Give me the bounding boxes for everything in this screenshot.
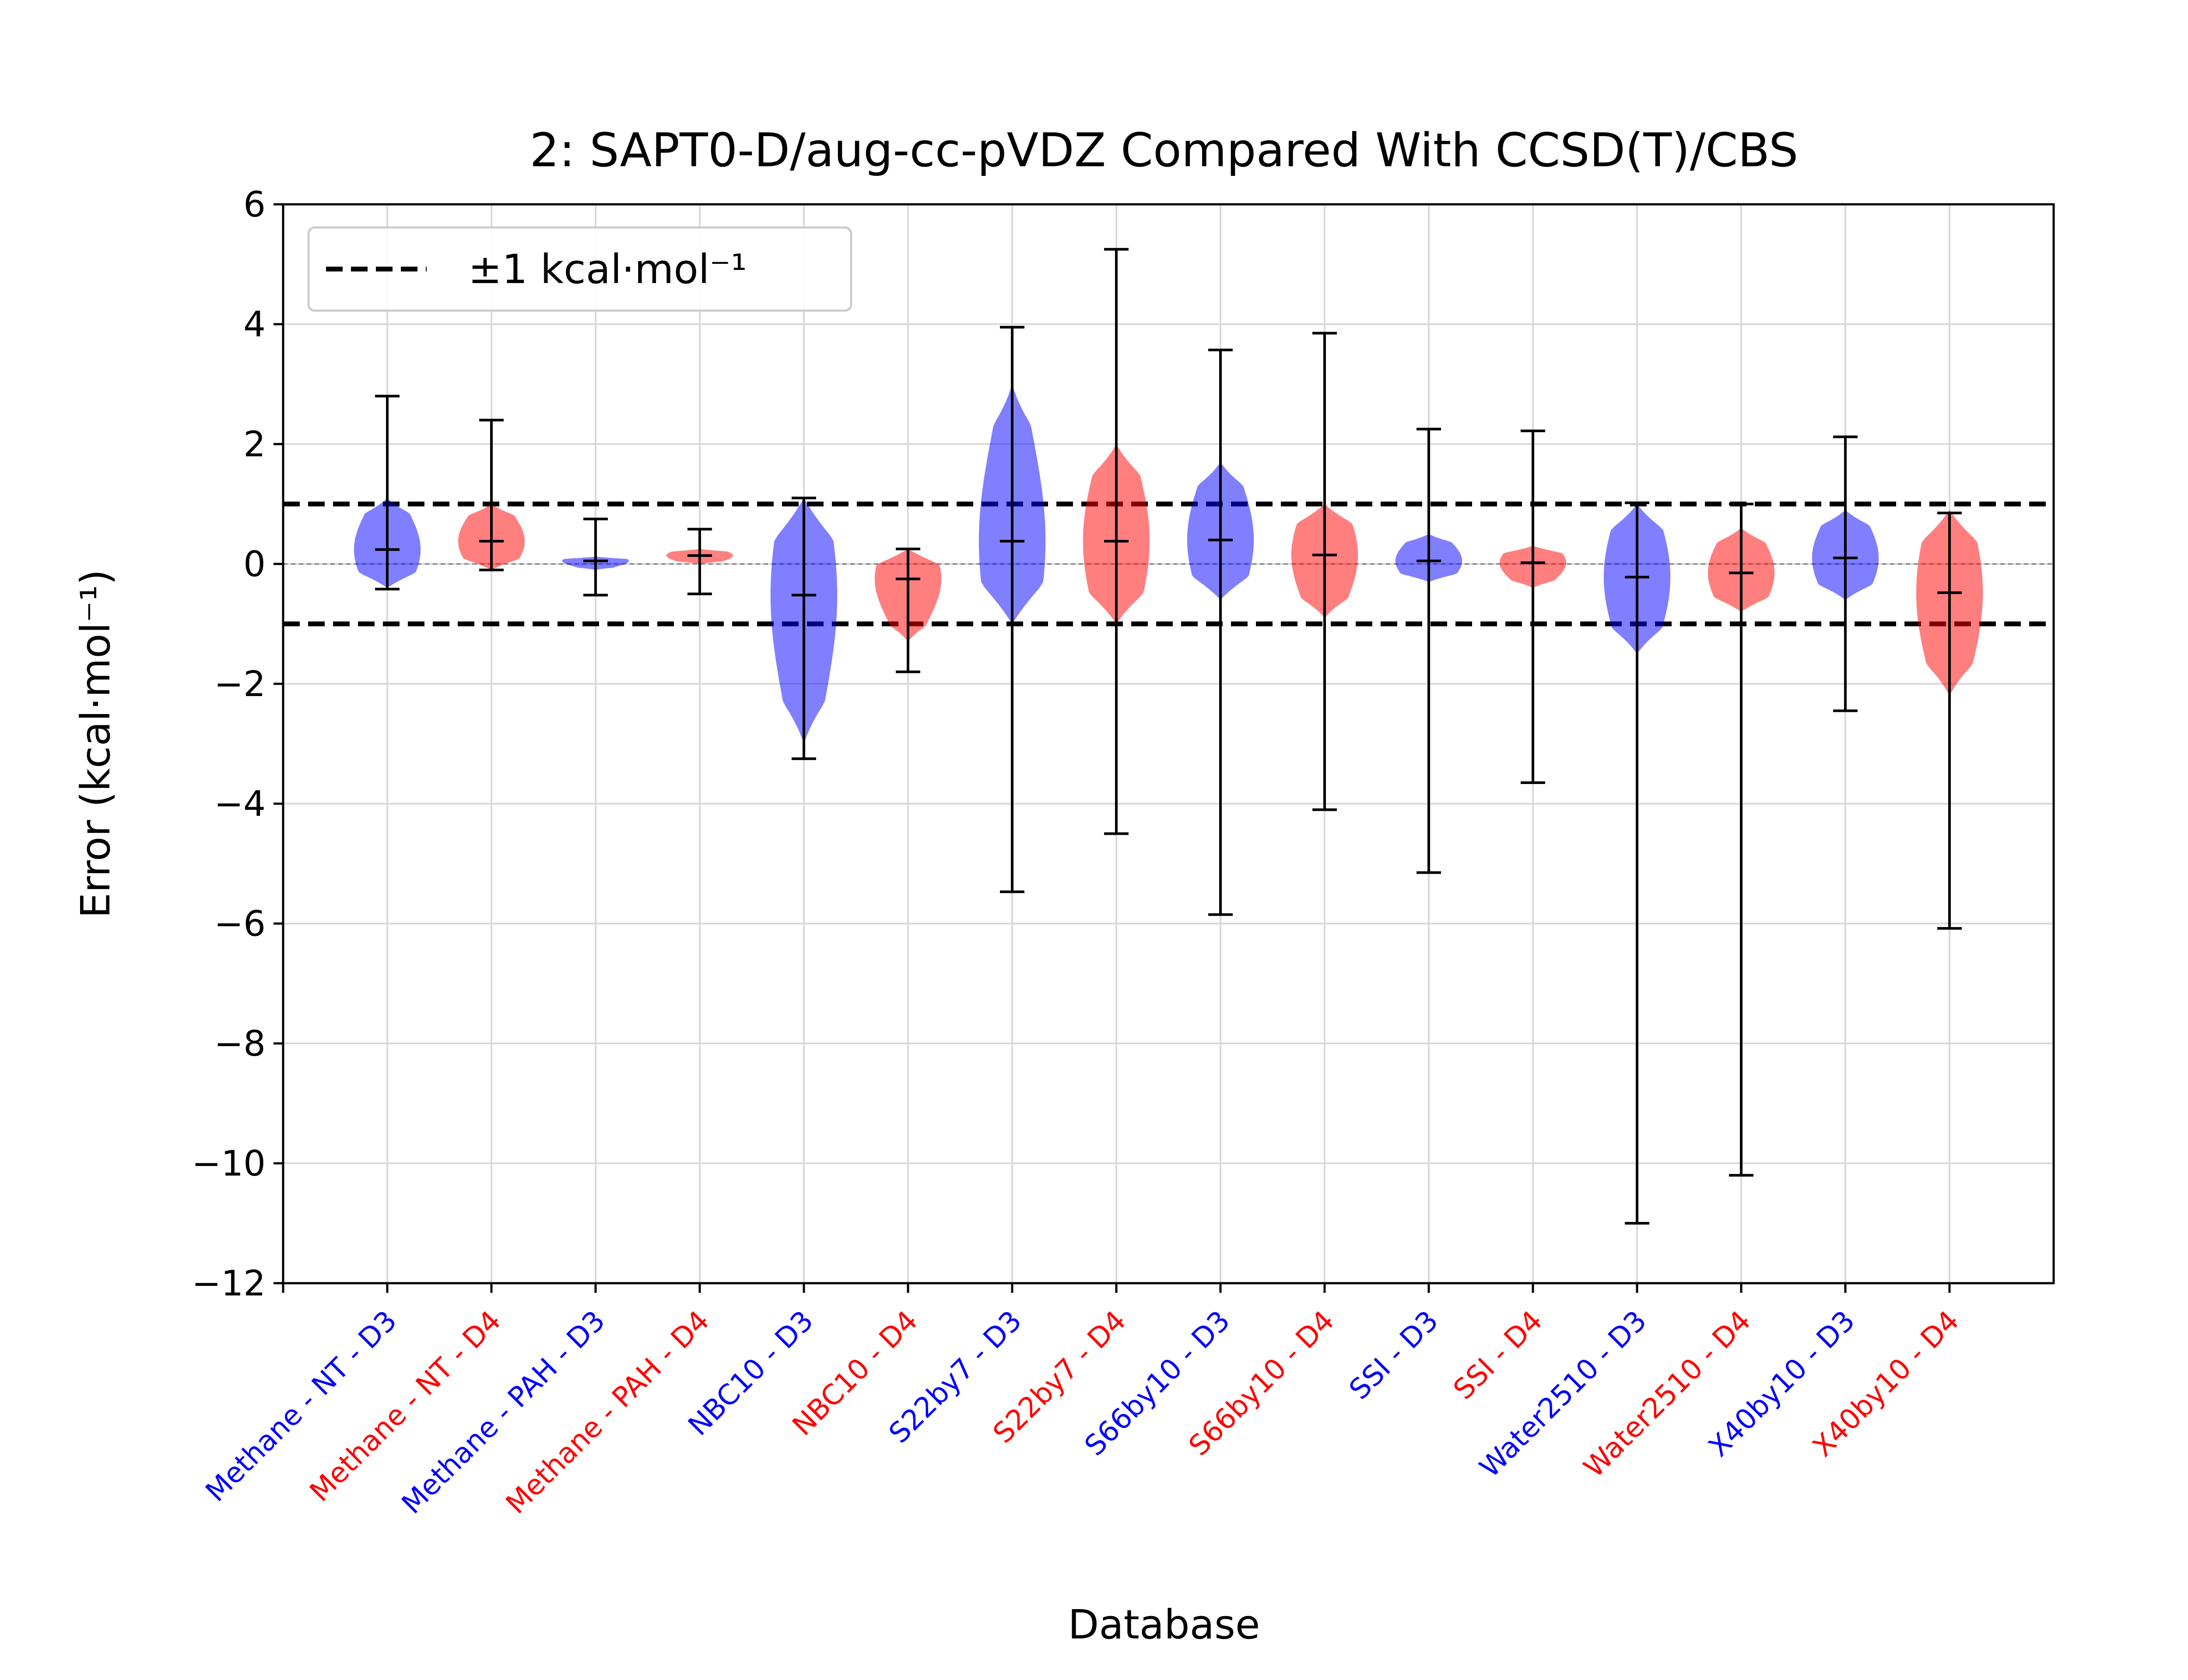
x-tick-label: SSI - D3 [1343, 1305, 1445, 1406]
legend: ±1 kcal·mol⁻¹ [307, 226, 852, 312]
y-tick-label: −2 [214, 664, 266, 704]
x-tick-label: SSI - D4 [1447, 1305, 1549, 1406]
error-bars [375, 248, 1962, 1225]
legend-entry-label: ±1 kcal·mol⁻¹ [468, 246, 747, 293]
x-tick-label: Methane - NT - D3 [200, 1305, 403, 1508]
legend-box [307, 226, 852, 312]
y-axis-label: Error (kcal·mol⁻¹) [72, 569, 119, 918]
grid [283, 203, 2054, 1284]
y-tick-label: −8 [214, 1023, 266, 1064]
x-tick-label: Methane - PAH - D3 [396, 1305, 611, 1520]
y-tick-label: −12 [192, 1263, 266, 1304]
x-tick-label: Methane - PAH - D4 [500, 1305, 715, 1520]
y-tick-label: 6 [243, 184, 266, 225]
y-tick-label: −4 [214, 784, 266, 824]
y-tick-label: 0 [243, 544, 266, 584]
y-tick-label: 4 [243, 304, 266, 345]
y-axis-ticks: 6 4 2 0 −2 −4 −6 −8 −10 −12 [192, 184, 283, 1304]
x-tick-label: Methane - NT - D4 [304, 1305, 507, 1508]
y-tick-label: −10 [192, 1143, 266, 1184]
y-tick-label: 2 [243, 424, 266, 465]
chart-title: 2: SAPT0-D/aug-cc-pVDZ Compared With CCS… [530, 123, 1799, 177]
y-tick-label: −6 [214, 903, 266, 944]
x-axis-label: Database [1068, 1601, 1260, 1648]
plot-area-frame [282, 203, 2055, 1284]
